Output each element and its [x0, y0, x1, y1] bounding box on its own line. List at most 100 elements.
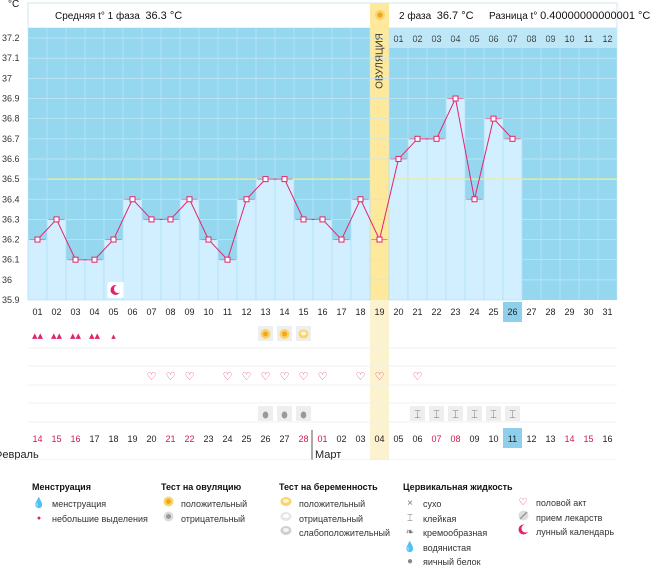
phase2-day-label: 07: [507, 34, 517, 44]
legend-item: ♡ половой акт: [516, 496, 614, 511]
phase2-day-label: 11: [584, 34, 593, 44]
heart-icon: ♡: [261, 370, 271, 383]
y-tick-label: 37.2: [2, 33, 20, 43]
drops-icon: 💧: [32, 498, 46, 510]
temperature-bar: [217, 259, 238, 301]
date-label: 08: [450, 434, 460, 444]
date-label: 03: [355, 434, 365, 444]
moon-icon: [516, 524, 530, 540]
cycle-day-label: 09: [184, 307, 194, 317]
cycle-day-label: 15: [298, 307, 308, 317]
cycle-day-label: 28: [545, 307, 555, 317]
temperature-point: [471, 196, 478, 203]
temperature-point: [243, 196, 250, 203]
mucus-cell: [448, 406, 463, 421]
temperature-point: [186, 196, 193, 203]
date-label: 09: [469, 434, 479, 444]
y-tick-label: 36.8: [2, 114, 20, 124]
cycle-day-label: 07: [146, 307, 156, 317]
cycle-day-label: 30: [583, 307, 593, 317]
legend-item: положительный: [161, 496, 247, 512]
date-label: 28: [298, 434, 308, 444]
heart-icon: ♡: [318, 370, 328, 383]
temperature-point: [319, 216, 326, 223]
cycle-day-label: 18: [355, 307, 365, 317]
date-label: 16: [602, 434, 612, 444]
y-tick-label: 36.9: [2, 94, 20, 104]
date-label: 14: [564, 434, 574, 444]
heart-icon: ♡: [147, 370, 157, 383]
heart-icon: ♡: [375, 370, 385, 383]
cycle-day-label: 01: [32, 307, 42, 317]
date-label: 05: [393, 434, 403, 444]
pill-icon: [516, 510, 530, 526]
legend-item: × сухо: [403, 497, 513, 512]
date-label: 13: [545, 434, 555, 444]
diff-value: 0.40000000000001 °C: [540, 10, 651, 22]
phase1-value: 36.3 °C: [145, 10, 183, 22]
temperature-point: [72, 256, 79, 263]
temperature-bar: [255, 178, 276, 301]
temperature-bar: [141, 219, 162, 301]
phase2-value: 36.7 °C: [436, 10, 474, 22]
legend-title: Менструация: [32, 482, 91, 492]
date-label: 18: [108, 434, 118, 444]
y-tick-label: 36.7: [2, 134, 20, 144]
cycle-day-label: 27: [526, 307, 536, 317]
ovulation-test-icon-core: [282, 331, 287, 337]
watery-icon: [262, 411, 269, 419]
month-label: Февраль: [0, 449, 39, 460]
date-label: 11: [508, 434, 517, 444]
dry-icon: ×: [407, 498, 413, 510]
date-label: 23: [203, 434, 213, 444]
temperature-point: [414, 135, 421, 142]
ovulation-sun-icon: [374, 9, 386, 24]
current-date-highlight: [503, 428, 522, 448]
sun-negative-icon: [161, 511, 175, 527]
temperature-point: [205, 236, 212, 243]
temperature-bar: [198, 239, 219, 301]
legend-item: ● небольшие выделения: [32, 512, 148, 527]
y-tick-label: 36: [2, 275, 12, 285]
temperature-point: [338, 236, 345, 243]
legend-title: Цервикальная жидкость: [403, 482, 513, 492]
temperature-bar: [312, 219, 333, 301]
date-label: 19: [127, 434, 137, 444]
temperature-bar: [445, 98, 466, 301]
menstruation-icon: ▴▴: [70, 329, 82, 342]
watery-icon: 💧: [403, 541, 417, 553]
menstruation-icon: ▴▴: [51, 329, 63, 342]
cycle-day-label: 10: [203, 307, 213, 317]
cycle-day-label: 04: [89, 307, 99, 317]
temperature-bar: [426, 138, 447, 301]
phase2-day-label: 04: [450, 34, 460, 44]
legend-item: отрицательный: [161, 511, 247, 527]
temperature-bar: [388, 158, 409, 301]
phase2-day-label: 12: [602, 34, 612, 44]
temperature-bar: [65, 259, 86, 301]
pregnancy-test-icon-core: [300, 331, 307, 336]
cycle-day-label: 16: [317, 307, 327, 317]
y-tick-label: 37: [2, 73, 12, 83]
date-label: 16: [70, 434, 80, 444]
ovulation-test-icon-core: [263, 331, 268, 337]
phase1-label: Средняя t° 1 фаза: [55, 11, 140, 22]
cycle-day-label: 31: [602, 307, 612, 317]
date-label: 14: [32, 434, 42, 444]
heart-icon: ♡: [518, 497, 528, 509]
temperature-point: [110, 236, 117, 243]
cycle-day-label: 25: [488, 307, 498, 317]
heart-icon: ♡: [356, 370, 366, 383]
date-label: 01: [317, 434, 327, 444]
mucus-cell: [467, 406, 482, 421]
sticky-icon: ⌶: [471, 408, 478, 421]
y-tick-label: 36.5: [2, 174, 20, 184]
legend-item: прием лекарств: [516, 510, 614, 526]
legend-title: Тест на овуляцию: [161, 482, 242, 492]
temperature-point: [300, 216, 307, 223]
phase2-label: 2 фаза: [399, 11, 432, 22]
cycle-day-label: 08: [165, 307, 175, 317]
cycle-day-label: 21: [412, 307, 422, 317]
mucus-cell: [505, 406, 520, 421]
cycle-day-label: 17: [336, 307, 346, 317]
